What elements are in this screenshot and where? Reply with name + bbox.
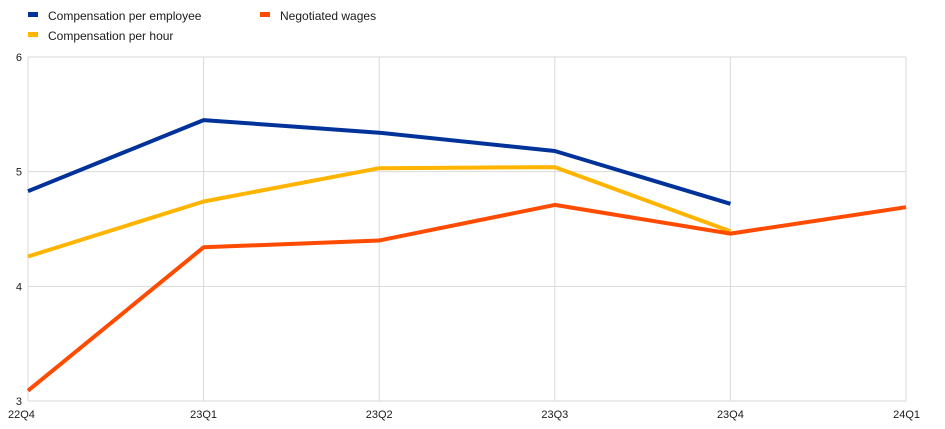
y-tick-label: 6: [16, 52, 22, 64]
x-tick-label: 24Q1: [893, 409, 920, 421]
x-axis-ticks: 22Q4 23Q1 23Q2 23Q3 23Q4 24Q1: [8, 409, 920, 421]
y-tick-label: 3: [16, 396, 22, 408]
x-tick-label: 23Q4: [717, 409, 744, 421]
legend-label: Compensation per hour: [48, 29, 173, 43]
x-tick-label: 23Q3: [541, 409, 568, 421]
x-tick-label: 22Q4: [8, 409, 35, 421]
x-tick-label: 23Q2: [366, 409, 393, 421]
y-axis-ticks: 3 4 5 6: [16, 52, 22, 408]
x-tick-label: 23Q1: [190, 409, 217, 421]
legend-swatch: [28, 32, 38, 37]
series-line-2: [26, 202, 907, 393]
legend: Compensation per employee Compensation pe…: [28, 9, 376, 43]
legend-label: Negotiated wages: [280, 9, 376, 23]
legend-label: Compensation per employee: [48, 9, 202, 23]
series-line-1: [27, 165, 732, 259]
series-lines: [26, 118, 907, 393]
series-line-0: [27, 118, 731, 206]
y-tick-label: 4: [16, 281, 22, 293]
legend-swatch: [260, 12, 270, 17]
y-tick-label: 5: [16, 167, 22, 179]
legend-swatch: [28, 12, 38, 17]
gridlines: [27, 56, 907, 402]
